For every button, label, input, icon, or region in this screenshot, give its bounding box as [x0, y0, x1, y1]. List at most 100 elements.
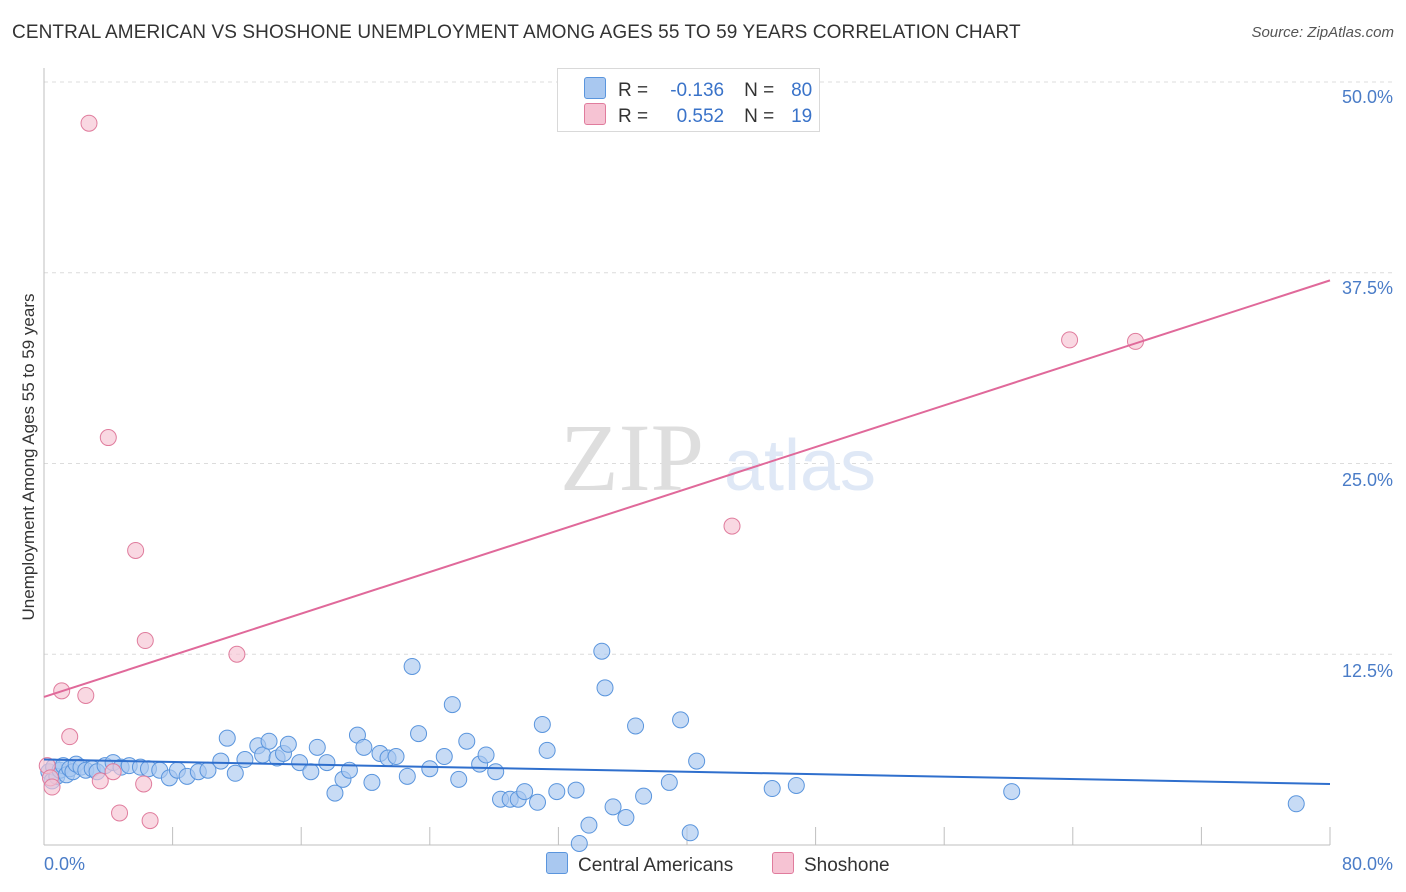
data-point: [398, 767, 416, 785]
trend-lines: [43, 279, 1331, 785]
data-point: [1061, 331, 1079, 349]
legend-r-label: R =: [618, 106, 649, 127]
data-point: [403, 657, 421, 675]
x-tick-label-min: 0.0%: [44, 854, 85, 874]
data-point: [1287, 795, 1305, 813]
data-point: [363, 773, 381, 791]
legend-row-central-americans: R = -0.136 N = 80: [584, 77, 812, 102]
data-point: [538, 741, 556, 759]
data-point: [688, 752, 706, 770]
data-point: [99, 429, 117, 447]
legend-n-label: N =: [744, 80, 775, 101]
data-point: [435, 747, 453, 765]
data-point: [763, 780, 781, 798]
data-point: [136, 632, 154, 650]
y-tick-label-25: 25.0%: [1342, 470, 1393, 490]
data-point: [548, 783, 566, 801]
bottom-legend-label-shoshone: Shoshone: [804, 855, 890, 876]
trend-line-shoshone: [43, 279, 1331, 698]
data-point: [260, 732, 278, 750]
trend-line-central-americans: [43, 758, 1331, 785]
data-point: [443, 696, 461, 714]
data-point: [279, 735, 297, 753]
data-point: [580, 816, 598, 834]
bottom-legend-swatch-pink: [772, 852, 794, 874]
data-point: [135, 775, 153, 793]
data-point: [291, 754, 309, 772]
data-point: [421, 760, 439, 778]
data-point: [77, 686, 95, 704]
bottom-legend-central-americans: Central Americans: [546, 852, 733, 877]
data-point: [355, 738, 373, 756]
data-point: [228, 645, 246, 663]
data-point: [104, 763, 122, 781]
data-point: [533, 715, 551, 733]
data-point: [127, 541, 145, 559]
legend-n-value: 19: [791, 106, 813, 127]
gridlines: [44, 81, 1393, 655]
y-tick-label-12-5: 12.5%: [1342, 661, 1393, 681]
data-point: [681, 824, 699, 842]
data-point: [61, 728, 79, 746]
data-point: [387, 747, 405, 765]
data-point: [477, 746, 495, 764]
data-point: [596, 679, 614, 697]
chart-title: CENTRAL AMERICAN VS SHOSHONE UNEMPLOYMEN…: [12, 22, 1021, 43]
legend-n-value: 80: [791, 80, 813, 101]
tick-labels: 0.0% 80.0% 12.5% 25.0% 37.5% 50.0%: [44, 87, 1393, 874]
data-point: [43, 778, 61, 796]
watermark: ZIP atlas: [560, 404, 876, 511]
data-point: [570, 834, 588, 852]
data-point: [604, 798, 622, 816]
data-point: [593, 642, 611, 660]
data-point: [450, 770, 468, 788]
data-point: [617, 809, 635, 827]
data-point: [111, 804, 129, 822]
data-point: [567, 781, 585, 799]
data-point: [308, 738, 326, 756]
watermark-atlas: atlas: [724, 426, 876, 506]
y-axis-label: Unemployment Among Ages 55 to 59 years: [19, 294, 38, 621]
shoshone-points: [38, 114, 1144, 830]
data-point: [326, 784, 344, 802]
data-point: [787, 776, 805, 794]
bottom-legend-label-central-americans: Central Americans: [578, 855, 734, 876]
central-americans-points: [40, 642, 1305, 852]
legend-swatch-pink: [584, 103, 606, 125]
data-point: [318, 754, 336, 772]
data-point: [458, 732, 476, 750]
data-point: [91, 772, 109, 790]
y-tick-label-37-5: 37.5%: [1342, 278, 1393, 298]
bottom-legend-swatch-blue: [546, 852, 568, 874]
axes: [43, 68, 1331, 846]
data-point: [1003, 783, 1021, 801]
data-point: [516, 783, 534, 801]
x-tick-label-max: 80.0%: [1342, 854, 1393, 874]
correlation-legend: R = -0.136 N = 80 R = 0.552 N = 19: [557, 68, 820, 132]
y-tick-label-50: 50.0%: [1342, 87, 1393, 107]
data-point: [80, 114, 98, 132]
data-point: [236, 751, 254, 769]
data-point: [410, 725, 428, 743]
legend-swatch-blue: [584, 77, 606, 99]
data-point: [302, 763, 320, 781]
data-point: [226, 764, 244, 782]
data-point: [627, 717, 645, 735]
watermark-zip: ZIP: [560, 404, 704, 511]
data-point: [218, 729, 236, 747]
legend-n-label: N =: [744, 106, 775, 127]
data-point: [141, 812, 159, 830]
legend-r-label: R =: [618, 80, 649, 101]
data-point: [635, 787, 653, 805]
legend-r-value: 0.552: [676, 106, 725, 127]
data-point: [672, 711, 690, 729]
data-point: [212, 752, 230, 770]
bottom-legend-shoshone: Shoshone: [772, 852, 890, 877]
data-point: [529, 793, 547, 811]
data-point: [487, 763, 505, 781]
legend-r-value: -0.136: [670, 80, 725, 101]
data-point: [723, 517, 741, 535]
source-label: Source: ZipAtlas.com: [1251, 24, 1394, 41]
data-point: [660, 773, 678, 791]
